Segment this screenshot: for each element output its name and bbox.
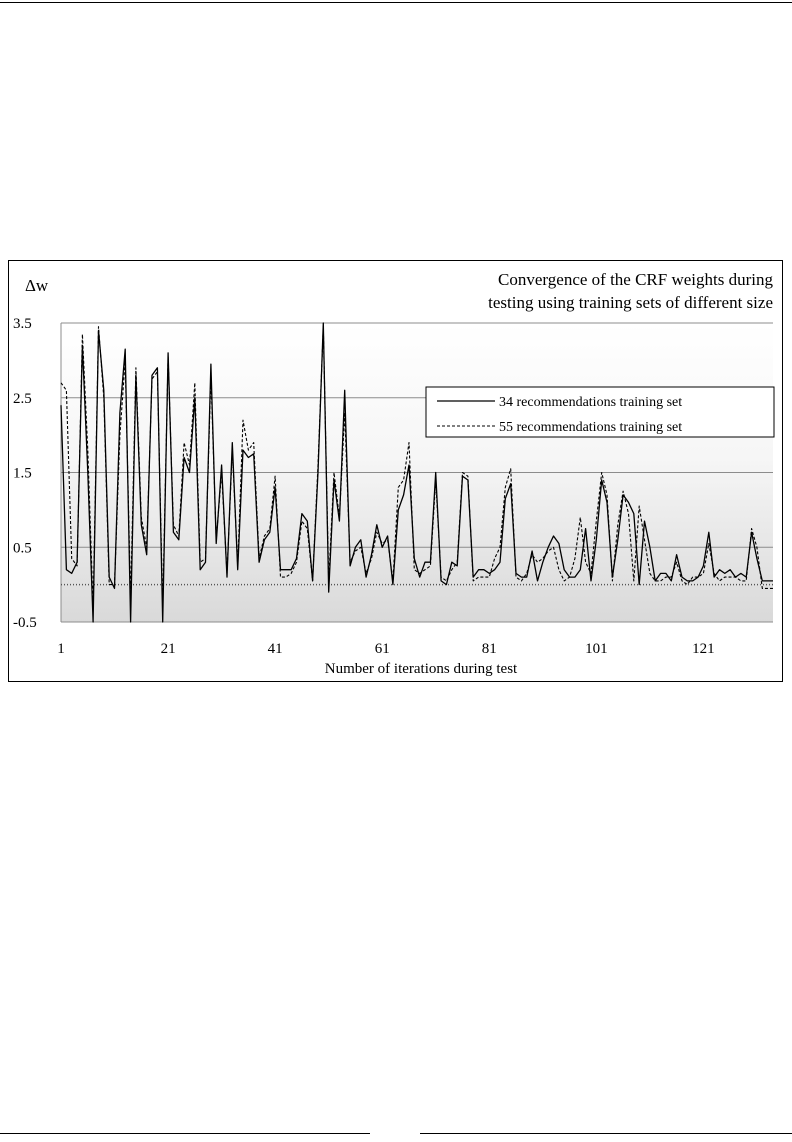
y-tick-label: 2.5 [13,391,32,407]
x-tick-label: 61 [375,641,390,657]
y-tick-label: 0.5 [13,540,32,556]
legend-box [425,386,775,438]
x-tick-label: 121 [692,641,715,657]
page-header-rule [0,2,792,3]
legend: 34 recommendations training set 55 recom… [425,386,775,438]
y-axis-label: Δw [25,276,49,295]
y-tick-labels: 3.5 2.5 1.5 0.5 -0.5 [13,316,37,631]
series-line-34-recommendations [60,322,773,623]
y-tick-label: 3.5 [13,316,32,332]
legend-label-series-2: 55 recommendations training set [499,420,682,435]
gridlines [60,322,773,623]
series-lines [60,322,773,623]
x-tick-label: 81 [482,641,497,657]
chart-frame: 3.5 2.5 1.5 0.5 -0.5 1 21 41 61 81 101 121 Δw Conv… [8,260,783,682]
x-tick-label: 1 [57,641,65,657]
footer-rule-left [0,1133,370,1134]
x-tick-label: 101 [585,641,608,657]
x-tick-labels: 1 21 41 61 81 101 121 [57,641,714,657]
y-tick-label: -0.5 [13,615,37,631]
y-tick-label: 1.5 [13,466,32,482]
chart-svg: 3.52.51.50.5-0.5 1 21 41 61 81 101 121 Δw Conv… [13,270,775,677]
x-tick-label: 21 [161,641,176,657]
footer-rule-right [420,1133,792,1134]
chart-title-line-2: testing using training sets of different… [488,293,773,312]
chart-title-line-1: Convergence of the CRF weights during [498,270,773,289]
legend-label-series-1: 34 recommendations training set [499,395,682,410]
x-axis-label: Number of iterations during test [325,661,518,677]
x-tick-label: 41 [268,641,283,657]
